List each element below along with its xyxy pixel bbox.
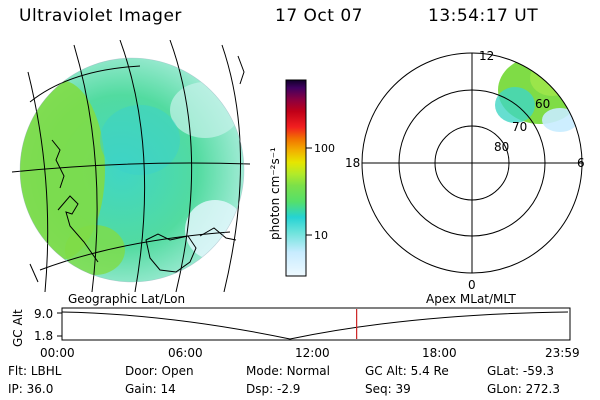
apex-panel-label: Apex MLat/MLT (426, 292, 516, 306)
x-label-1800: 18:00 (422, 346, 457, 360)
x-label-2359: 23:59 (545, 346, 580, 360)
y-label-1-8: 1.8 (34, 329, 53, 343)
param-ip-label: IP: (8, 382, 23, 396)
mlat-label-80: 80 (494, 140, 509, 154)
param-ip: IP: 36.0 (8, 382, 53, 396)
param-gain-label: Gain: (125, 382, 157, 396)
param-ip-value: 36.0 (26, 382, 54, 396)
param-door: Door: Open (125, 364, 194, 378)
date-label: 17 Oct 07 (275, 6, 363, 26)
x-label-0600: 06:00 (168, 346, 203, 360)
param-seq: Seq: 39 (365, 382, 411, 396)
param-door-value: Open (161, 364, 194, 378)
param-dsp-value: -2.9 (276, 382, 301, 396)
param-flt-value: LBHL (30, 364, 62, 378)
colorbar-unit-label: photon cm⁻²s⁻¹ (268, 147, 282, 240)
param-glon-value: 272.3 (525, 382, 560, 396)
colorbar-tick-10: 10 (314, 229, 328, 242)
param-gain-value: 14 (160, 382, 176, 396)
param-glat-label: GLat: (487, 364, 520, 378)
colorbar-tick-100: 100 (314, 142, 335, 155)
mlat-label-60: 60 (535, 97, 550, 111)
param-door-label: Door: (125, 364, 158, 378)
time-label: 13:54:17 UT (428, 6, 539, 26)
colorbar: 100 10 photon cm⁻²s⁻¹ (268, 79, 335, 277)
y-label-9: 9.0 (34, 307, 53, 321)
mlt-label-0: 0 (468, 278, 476, 292)
mlat-label-70: 70 (512, 120, 527, 134)
param-gc-alt-label: GC Alt: (365, 364, 407, 378)
param-mode-value: Normal (286, 364, 330, 378)
param-seq-label: Seq: (365, 382, 392, 396)
param-glon: GLon: 272.3 (487, 382, 560, 396)
mlt-label-18: 18 (345, 156, 360, 170)
x-label-1200: 12:00 (295, 346, 330, 360)
mlt-label-12: 12 (479, 49, 494, 63)
param-flt-label: Flt: (8, 364, 27, 378)
param-glat: GLat: -59.3 (487, 364, 554, 378)
instrument-title: Ultraviolet Imager (19, 6, 182, 26)
param-glat-value: -59.3 (522, 364, 554, 378)
param-gain: Gain: 14 (125, 382, 176, 396)
x-label-0000: 00:00 (40, 346, 75, 360)
altitude-timeline: 9.0 1.8 GC Alt 00:00 06:00 12:00 18:00 2… (11, 307, 580, 360)
param-seq-value: 39 (395, 382, 411, 396)
geographic-image (11, 40, 251, 292)
param-mode: Mode: Normal (246, 364, 330, 378)
timeline-axis-label: GC Alt (11, 309, 25, 347)
param-dsp: Dsp: -2.9 (246, 382, 300, 396)
param-glon-label: GLon: (487, 382, 522, 396)
apex-polar-plot: 12 18 6 0 80 70 60 (345, 49, 585, 292)
mlt-label-6: 6 (577, 156, 585, 170)
geo-panel-label: Geographic Lat/Lon (68, 292, 185, 306)
param-dsp-label: Dsp: (246, 382, 274, 396)
param-mode-label: Mode: (246, 364, 283, 378)
param-flt: Flt: LBHL (8, 364, 61, 378)
param-gc-alt-value: 5.4 Re (410, 364, 449, 378)
param-gc-alt: GC Alt: 5.4 Re (365, 364, 449, 378)
